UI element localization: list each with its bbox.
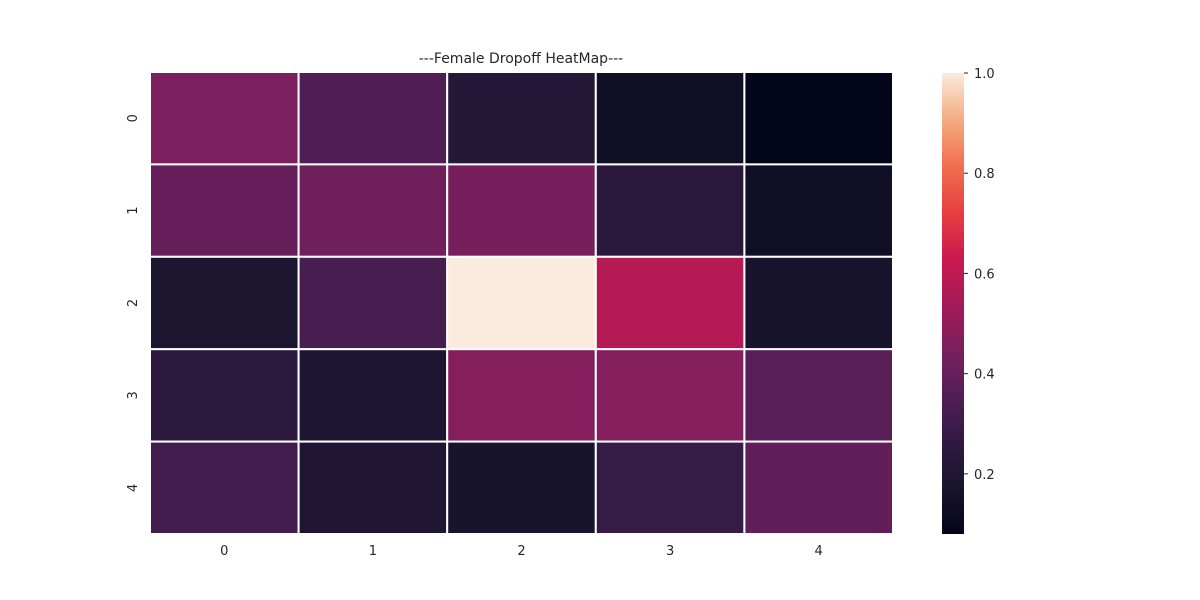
heatmap-cell-0-2 bbox=[446, 71, 597, 166]
x-tick-label: 2 bbox=[517, 544, 525, 559]
colorbar-tick-label: 0.2 bbox=[974, 468, 995, 483]
y-tick-label: 4 bbox=[126, 484, 141, 492]
heatmap-cell-4-4 bbox=[743, 440, 895, 536]
heatmap-cell-1-0 bbox=[149, 163, 300, 258]
x-axis-ticks: 0 1 2 3 4 bbox=[220, 544, 823, 559]
heatmap-cell-4-2 bbox=[446, 440, 597, 536]
heatmap-cells bbox=[149, 71, 895, 536]
y-tick-label: 3 bbox=[126, 391, 141, 399]
chart-title: ---Female Dropoff HeatMap--- bbox=[419, 51, 623, 67]
x-tick-label: 1 bbox=[369, 544, 377, 559]
heatmap-cell-0-0 bbox=[149, 71, 300, 166]
colorbar-tick-label: 1.0 bbox=[974, 67, 995, 82]
y-tick-label: 2 bbox=[126, 299, 141, 307]
colorbar-tick-label: 0.6 bbox=[974, 267, 995, 282]
heatmap-cell-1-2 bbox=[446, 163, 597, 258]
x-tick-label: 0 bbox=[220, 544, 228, 559]
x-tick-label: 3 bbox=[666, 544, 674, 559]
heatmap-cell-2-0 bbox=[149, 255, 300, 351]
heatmap-cell-3-4 bbox=[743, 348, 895, 443]
y-tick-label: 0 bbox=[126, 114, 141, 122]
heatmap-cell-0-4 bbox=[743, 71, 895, 166]
heatmap-cell-4-0 bbox=[149, 440, 300, 536]
y-tick-label: 1 bbox=[126, 206, 141, 214]
colorbar bbox=[942, 73, 964, 534]
heatmap-cell-0-1 bbox=[297, 71, 449, 166]
heatmap-cell-2-1 bbox=[297, 255, 449, 351]
heatmap-cell-2-2 bbox=[446, 255, 597, 351]
heatmap-cell-3-0 bbox=[149, 348, 300, 443]
heatmap-cell-3-1 bbox=[297, 348, 449, 443]
heatmap-cell-2-3 bbox=[594, 255, 746, 351]
heatmap-cell-2-4 bbox=[743, 255, 895, 351]
x-tick-label: 4 bbox=[815, 544, 823, 559]
heatmap-cell-4-3 bbox=[594, 440, 746, 536]
colorbar-tick-label: 0.4 bbox=[974, 368, 995, 383]
colorbar-tick-label: 0.8 bbox=[974, 167, 995, 182]
heatmap-cell-1-4 bbox=[743, 163, 895, 258]
heatmap-cell-4-1 bbox=[297, 440, 449, 536]
heatmap-cell-3-3 bbox=[594, 348, 746, 443]
y-axis-ticks: 0 1 2 3 4 bbox=[126, 114, 141, 492]
colorbar-ticks: 0.2 0.4 0.6 0.8 1.0 bbox=[964, 67, 995, 483]
heatmap-cell-0-3 bbox=[594, 71, 746, 166]
heatmap-cell-1-3 bbox=[594, 163, 746, 258]
heatmap-cell-3-2 bbox=[446, 348, 597, 443]
heatmap-cell-1-1 bbox=[297, 163, 449, 258]
